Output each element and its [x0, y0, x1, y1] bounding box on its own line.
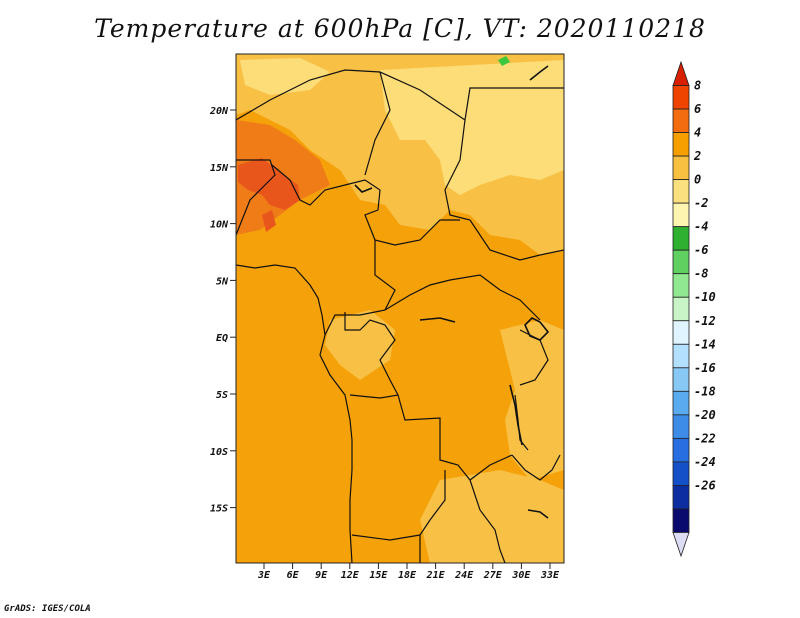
colorbar-label: -16	[694, 361, 716, 375]
latitude-axis: 20N 15N 10N 5N EQ 5S 10S 15S	[209, 106, 236, 515]
lat-label: 15N	[210, 163, 229, 174]
lon-label: 33E	[540, 570, 560, 581]
colorbar-swatch	[672, 155, 690, 181]
colorbar-label: -18	[694, 384, 716, 398]
colorbar-swatch	[672, 132, 690, 157]
colorbar-swatch	[672, 85, 690, 110]
colorbar-label: 2	[693, 149, 701, 163]
field-light-center	[325, 310, 395, 380]
colorbar-swatch	[672, 414, 690, 439]
colorbar-swatch	[672, 367, 690, 392]
colorbar-arrow-top	[672, 60, 690, 86]
colorbar-label: -22	[694, 431, 716, 445]
lat-label: 5S	[216, 390, 228, 401]
colorbar-swatch	[672, 273, 690, 298]
lat-label: 20N	[209, 106, 229, 117]
lon-label: 3E	[257, 570, 271, 581]
colorbar-label: 4	[694, 126, 701, 140]
colorbar-swatch	[672, 390, 690, 416]
field-lighter-nw	[240, 58, 330, 95]
lon-label: 27E	[483, 570, 503, 581]
lat-label: 10S	[210, 447, 228, 458]
lake-outlines	[354, 65, 550, 519]
colorbar-swatch	[672, 485, 690, 510]
colorbar-swatch	[672, 437, 690, 463]
country-borders	[236, 69, 564, 563]
lon-label: 21E	[426, 570, 446, 581]
colorbar-label: -14	[694, 337, 716, 351]
map-title: Temperature at 600hPa [C], VT: 202011021…	[94, 14, 706, 43]
field-cool-patch	[498, 56, 510, 66]
lon-label: 9E	[315, 570, 328, 581]
colorbar-swatch	[672, 202, 690, 228]
field-hot-patch-2	[262, 210, 276, 232]
colorbar-swatch	[672, 179, 690, 204]
lon-label: 24E	[454, 570, 474, 581]
colorbar-label: -20	[694, 408, 716, 422]
lat-label: 5N	[216, 276, 229, 287]
colorbar-label: -12	[694, 314, 716, 328]
colorbar-swatch	[672, 296, 690, 322]
colorbar-label: -10	[694, 290, 716, 304]
colorbar-label: -2	[694, 196, 708, 210]
temperature-field	[236, 54, 564, 563]
colorbar-label: -6	[694, 243, 708, 257]
colorbar-swatch	[672, 461, 690, 486]
colorbar-label: 6	[694, 102, 701, 116]
colorbar-swatch	[672, 343, 690, 369]
lon-label: 12E	[341, 570, 360, 581]
colorbar-label: 0	[694, 173, 701, 187]
lon-label: 18E	[398, 570, 417, 581]
lat-label: 15S	[210, 504, 228, 515]
colorbar-label: -4	[694, 220, 708, 234]
field-light-south	[420, 470, 564, 563]
colorbar-swatch	[672, 508, 690, 533]
lat-label: 10N	[210, 220, 229, 231]
lon-label: 30E	[511, 570, 531, 581]
lat-label: EQ	[216, 333, 228, 344]
colorbar-swatch	[672, 320, 690, 345]
colorbar-label: -8	[694, 267, 708, 281]
colorbar-swatch	[672, 249, 690, 275]
grads-credit: GrADS: IGES/COLA	[4, 604, 91, 614]
colorbar-swatch	[672, 226, 690, 251]
lon-label: 15E	[369, 570, 388, 581]
colorbar-swatch	[672, 108, 690, 133]
colorbar-arrow-bottom	[672, 532, 690, 558]
colorbar-label: -26	[694, 478, 716, 492]
colorbar-label: 8	[694, 79, 701, 93]
field-hot-patch	[238, 158, 300, 210]
lon-label: 6E	[287, 570, 300, 581]
longitude-axis: 3E 6E 9E 12E 15E 18E 21E 24E 27E 30E 33E	[257, 563, 560, 581]
colorbar-label: -24	[694, 455, 716, 469]
colorbar: 8 6 4 2 0 -2 -4 -6 -8 -10 -12 -14 -16 -18 -20 -22 -24 -26	[672, 60, 716, 558]
map-frame	[235, 53, 565, 564]
